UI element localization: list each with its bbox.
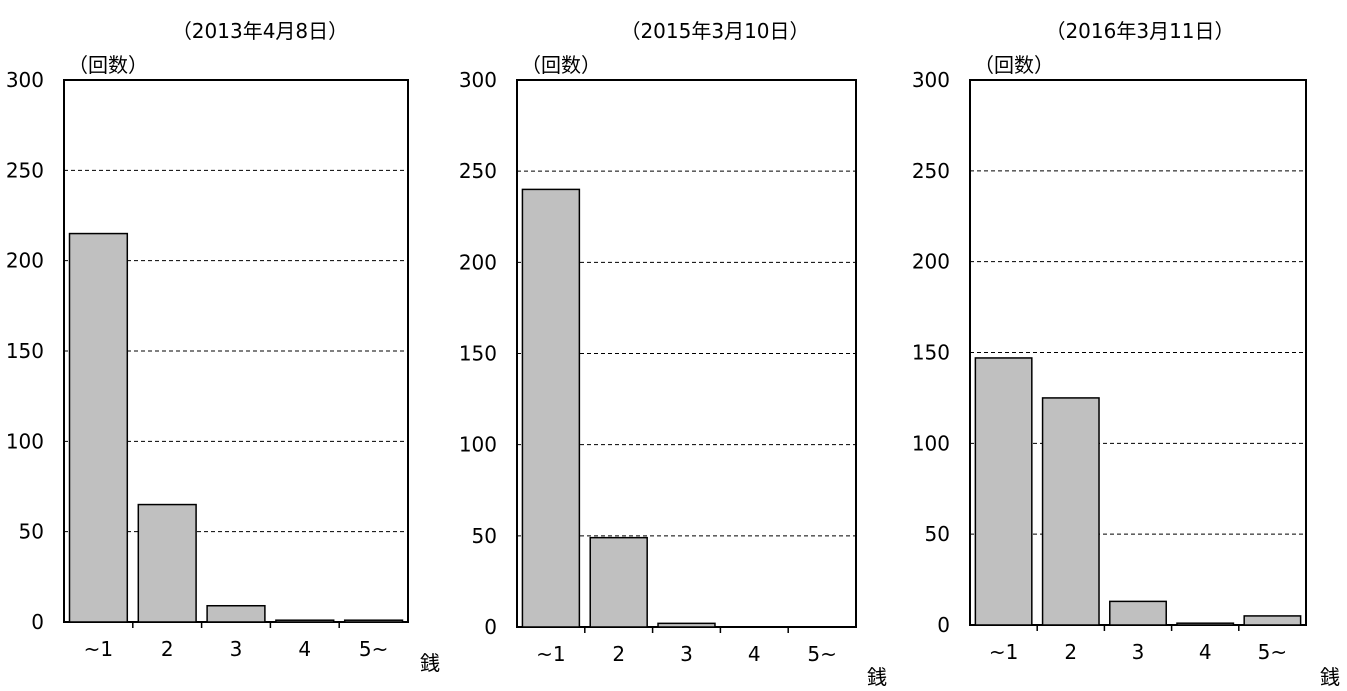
y-axis-label: （回数） bbox=[521, 53, 601, 77]
y-tick-label: 200 bbox=[912, 250, 950, 274]
y-tick-label: 0 bbox=[31, 610, 44, 634]
y-tick-label: 200 bbox=[6, 249, 44, 273]
x-tick-label: 5~ bbox=[1258, 640, 1287, 664]
x-tick-label: 3 bbox=[680, 642, 693, 666]
x-tick-label: ~1 bbox=[536, 642, 565, 666]
y-tick-label: 50 bbox=[925, 522, 950, 546]
y-tick-label: 300 bbox=[912, 68, 950, 92]
bar bbox=[1109, 600, 1167, 626]
y-tick-label: 300 bbox=[6, 68, 44, 92]
bar bbox=[137, 503, 197, 623]
x-tick-label: 2 bbox=[1064, 640, 1077, 664]
y-tick-label: 150 bbox=[459, 342, 497, 366]
chart-3: （2016年3月11日） （回数） 0 50 100 150 200 250 300 ~1 2 3 4 5… bbox=[912, 19, 1340, 689]
y-tick-label: 50 bbox=[19, 520, 44, 544]
x-tick-label: 3 bbox=[230, 637, 243, 661]
y-tick-label: 0 bbox=[484, 615, 497, 639]
x-tick-label: 3 bbox=[1132, 640, 1145, 664]
x-tick-label: 4 bbox=[1199, 640, 1212, 664]
chart-title: （2013年4月8日） bbox=[172, 19, 348, 43]
bar bbox=[521, 188, 581, 628]
chart-1: （2013年4月8日） （回数） 0 50 100 150 200 250 300 ~1 2 3 4 5~… bbox=[6, 19, 440, 675]
x-tick-label: 2 bbox=[612, 642, 625, 666]
bar bbox=[206, 604, 266, 623]
bar bbox=[1176, 622, 1235, 626]
x-axis-label: 銭 bbox=[867, 665, 887, 689]
y-axis-label: （回数） bbox=[974, 53, 1054, 77]
bar bbox=[974, 357, 1033, 626]
y-tick-label: 200 bbox=[459, 250, 497, 274]
x-tick-label: ~1 bbox=[84, 637, 113, 661]
y-tick-label: 50 bbox=[472, 524, 497, 548]
y-tick-label: 100 bbox=[459, 433, 497, 457]
y-tick-label: 250 bbox=[459, 159, 497, 183]
y-tick-label: 150 bbox=[6, 339, 44, 363]
bar bbox=[1041, 397, 1100, 626]
x-tick-label: ~1 bbox=[989, 640, 1018, 664]
chart-title: （2015年3月10日） bbox=[620, 19, 809, 43]
bar bbox=[68, 232, 129, 623]
bar bbox=[657, 622, 716, 628]
chart-2: （2015年3月10日） （回数） 0 50 100 150 200 250 300 ~1 2 3 4 5… bbox=[459, 19, 887, 689]
x-tick-label: 4 bbox=[298, 637, 311, 661]
bar bbox=[343, 619, 404, 623]
y-tick-label: 0 bbox=[937, 613, 950, 637]
chart-title: （2016年3月11日） bbox=[1045, 19, 1234, 43]
y-tick-label: 100 bbox=[6, 429, 44, 453]
x-axis-label: 銭 bbox=[1320, 665, 1340, 689]
x-tick-label: 2 bbox=[161, 637, 174, 661]
x-tick-label: 5~ bbox=[807, 642, 836, 666]
bar bbox=[1243, 615, 1302, 626]
y-tick-label: 250 bbox=[912, 159, 950, 183]
x-tick-label: 5~ bbox=[359, 637, 388, 661]
bar bbox=[275, 619, 335, 623]
y-axis-label: （回数） bbox=[68, 53, 148, 77]
x-tick-label: 4 bbox=[748, 642, 761, 666]
x-axis-label: 銭 bbox=[420, 651, 440, 675]
y-tick-label: 100 bbox=[912, 431, 950, 455]
y-tick-label: 250 bbox=[6, 158, 44, 182]
y-tick-label: 150 bbox=[912, 341, 950, 365]
y-tick-label: 300 bbox=[459, 68, 497, 92]
bar bbox=[589, 536, 648, 628]
